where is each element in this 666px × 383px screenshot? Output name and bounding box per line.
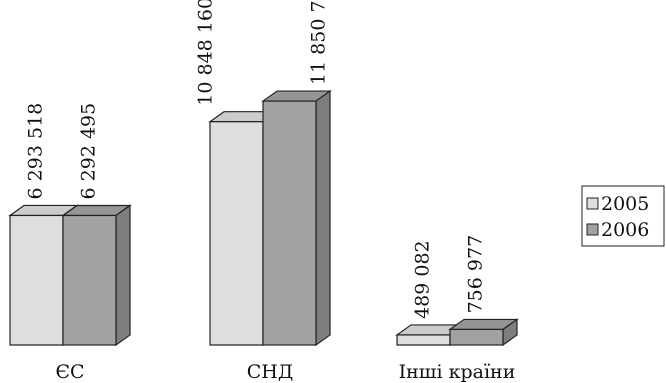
bar-group-1 [208, 89, 332, 347]
bar-front-face [62, 214, 117, 346]
bar-front-face [209, 121, 264, 346]
bar-group-0 [8, 204, 132, 347]
legend-box [581, 185, 665, 247]
bar-side-face [315, 89, 331, 347]
legend: 2005 2006 [581, 185, 665, 247]
bar-2006-1 [261, 89, 332, 347]
legend-swatch-2005 [586, 197, 599, 210]
bar-front-face [9, 214, 64, 346]
value-label-2005-2: 489 082 [412, 240, 434, 319]
bar-side-face [115, 204, 131, 347]
value-label-2006-0: 6 292 495 [78, 103, 100, 200]
bar-front-face [396, 334, 451, 346]
category-label-2: Інші країни [399, 361, 516, 383]
legend-swatch-2006 [586, 223, 599, 236]
value-label-2006-2: 756 977 [465, 235, 487, 314]
category-label-0: ЄС [55, 361, 84, 383]
bar-2006-0 [61, 204, 132, 347]
bar-front-face [262, 100, 317, 346]
legend-label-2006: 2006 [601, 219, 649, 241]
value-label-2005-1: 10 848 160 [195, 0, 217, 106]
plot-area: 6 293 518 6 292 495 ЄС 10 848 160 11 850 791… [8, 0, 519, 383]
value-label-2005-0: 6 293 518 [25, 103, 47, 200]
bar-front-face [449, 328, 504, 346]
category-label-1: СНД [247, 361, 294, 383]
bar-group-2 [395, 318, 519, 347]
bar-2006-2 [448, 318, 519, 347]
value-label-2006-1: 11 850 791 [308, 0, 330, 85]
legend-label-2005: 2005 [601, 193, 649, 215]
